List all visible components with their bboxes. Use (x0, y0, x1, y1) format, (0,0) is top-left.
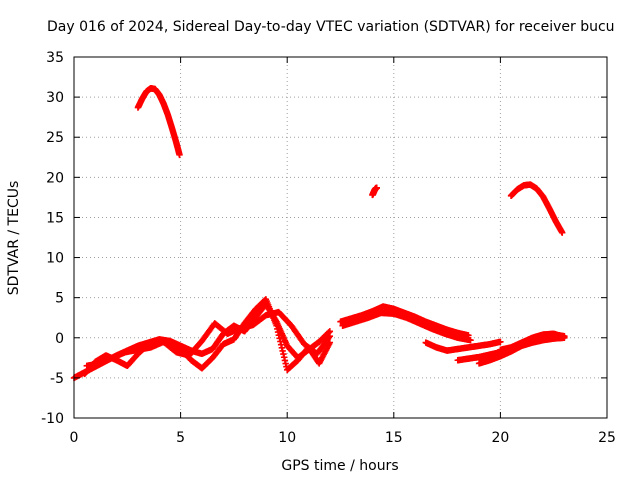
x-tick-label: 0 (70, 430, 79, 446)
data-point (326, 332, 334, 340)
data-point (561, 333, 568, 341)
series-baseline-f (422, 338, 504, 354)
x-tick-label: 15 (385, 430, 403, 446)
data-point (373, 184, 380, 191)
y-axis-label: SDTVAR / TECUs (6, 181, 22, 296)
series-baseline-i (497, 330, 568, 354)
y-tick-label: -10 (41, 411, 64, 427)
chart-title: Day 016 of 2024, Sidereal Day-to-day VTE… (47, 19, 615, 35)
data-point (176, 151, 183, 159)
data-point (559, 229, 566, 236)
y-tick-label: 20 (46, 170, 64, 186)
y-tick-label: 10 (46, 251, 64, 267)
grid (74, 57, 607, 418)
y-tick-label: 5 (55, 291, 64, 307)
x-tick-label: 5 (176, 430, 185, 446)
series-arc-high-early (134, 85, 183, 159)
data-point (325, 334, 333, 341)
series-baseline-c (83, 308, 334, 370)
data-point (467, 336, 474, 344)
ticks: 0 5 10 15 20 25 -10 -5 0 5 10 15 20 25 30 35 (41, 50, 616, 446)
y-tick-label: 30 (46, 90, 64, 106)
y-tick-label: 25 (46, 130, 64, 146)
data-point (497, 338, 504, 345)
y-tick-label: 15 (46, 210, 64, 226)
y-tick-label: -5 (50, 371, 64, 387)
data-points (70, 85, 568, 382)
y-tick-label: 35 (46, 50, 64, 66)
series-arc-high-late (507, 181, 566, 236)
series-baseline-e (339, 309, 474, 344)
x-tick-label: 10 (278, 430, 296, 446)
y-tick-label: 0 (55, 331, 64, 347)
x-tick-label: 20 (491, 430, 509, 446)
series-short-segment (369, 184, 380, 199)
x-axis-label: GPS time / hours (281, 458, 398, 474)
plot-frame (73, 56, 608, 419)
x-tick-label: 25 (598, 430, 616, 446)
